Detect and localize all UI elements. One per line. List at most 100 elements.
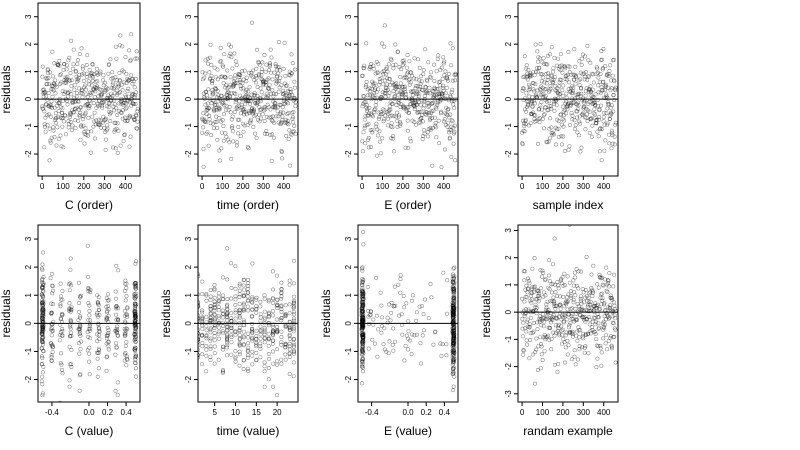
data-point <box>133 313 138 318</box>
data-point <box>565 299 570 304</box>
data-point <box>444 85 449 90</box>
data-point <box>549 336 554 341</box>
data-point <box>595 282 600 287</box>
data-point <box>109 86 114 91</box>
data-point <box>275 393 280 398</box>
data-point <box>204 108 209 113</box>
data-point <box>258 86 263 91</box>
data-point <box>526 307 531 312</box>
data-point <box>566 312 571 317</box>
data-point <box>225 296 230 301</box>
data-point <box>371 110 376 115</box>
data-point <box>360 369 365 374</box>
data-point <box>434 106 439 111</box>
data-point <box>260 77 265 82</box>
data-point <box>105 104 110 109</box>
data-point <box>78 105 83 110</box>
data-point <box>270 269 275 274</box>
data-point <box>418 102 423 107</box>
data-point <box>217 107 222 112</box>
data-point <box>521 269 526 274</box>
data-point <box>568 320 573 325</box>
data-point <box>41 299 46 304</box>
data-point <box>44 76 49 81</box>
data-point <box>250 111 255 116</box>
data-point <box>239 102 244 107</box>
data-point <box>237 294 242 299</box>
data-point <box>68 256 73 261</box>
data-point <box>368 145 373 150</box>
data-point <box>575 100 580 105</box>
data-point <box>66 119 71 124</box>
data-point <box>359 333 364 338</box>
data-point <box>252 91 257 96</box>
data-point <box>524 342 529 347</box>
data-point <box>590 94 595 99</box>
data-point <box>537 65 542 70</box>
data-point <box>359 358 364 363</box>
data-point <box>579 345 584 350</box>
data-point <box>203 58 208 63</box>
data-point <box>104 336 109 341</box>
data-point <box>565 102 570 107</box>
data-point <box>552 333 557 338</box>
data-point <box>77 51 82 56</box>
data-point <box>200 279 205 284</box>
data-point <box>405 118 410 123</box>
data-point <box>450 350 455 355</box>
data-point <box>520 316 525 321</box>
data-point <box>401 103 406 108</box>
data-point <box>275 362 280 367</box>
data-point <box>41 325 46 330</box>
x-tick-label: 300 <box>577 408 591 417</box>
data-point <box>451 309 456 314</box>
data-point <box>258 108 263 113</box>
data-point <box>575 301 580 306</box>
data-point <box>200 352 205 357</box>
data-point <box>404 92 409 97</box>
data-point <box>133 281 138 286</box>
data-point <box>124 105 129 110</box>
data-point <box>593 121 598 126</box>
data-point <box>88 73 93 78</box>
data-point <box>395 49 400 54</box>
data-point <box>600 296 605 301</box>
data-point <box>558 306 563 311</box>
data-point <box>134 259 139 264</box>
data-point <box>451 357 456 362</box>
data-point <box>225 307 230 312</box>
data-point <box>422 131 427 136</box>
data-point <box>40 339 45 344</box>
data-point <box>522 54 527 59</box>
data-point <box>64 80 69 85</box>
data-point <box>415 109 420 114</box>
y-tick-label: 3 <box>184 236 193 241</box>
data-point <box>577 59 582 64</box>
data-point <box>529 100 534 105</box>
data-point <box>403 90 408 95</box>
data-point <box>370 94 375 99</box>
data-point <box>271 287 276 292</box>
data-point <box>133 312 138 317</box>
data-point <box>124 119 129 124</box>
data-point <box>570 88 575 93</box>
data-point <box>385 82 390 87</box>
data-point <box>594 306 599 311</box>
data-point <box>400 62 405 67</box>
data-point <box>278 68 283 73</box>
y-tick-label: -1 <box>184 122 193 130</box>
data-point <box>542 61 547 66</box>
data-point <box>276 120 281 125</box>
data-point <box>280 118 285 123</box>
data-point <box>57 63 62 68</box>
data-point <box>412 56 417 61</box>
data-point <box>89 129 94 134</box>
data-point <box>220 311 225 316</box>
data-point <box>451 348 456 353</box>
data-point <box>133 314 138 319</box>
data-point <box>291 327 296 332</box>
data-point <box>603 138 608 143</box>
data-point <box>361 351 366 356</box>
data-point <box>543 105 548 110</box>
data-point <box>528 111 533 116</box>
